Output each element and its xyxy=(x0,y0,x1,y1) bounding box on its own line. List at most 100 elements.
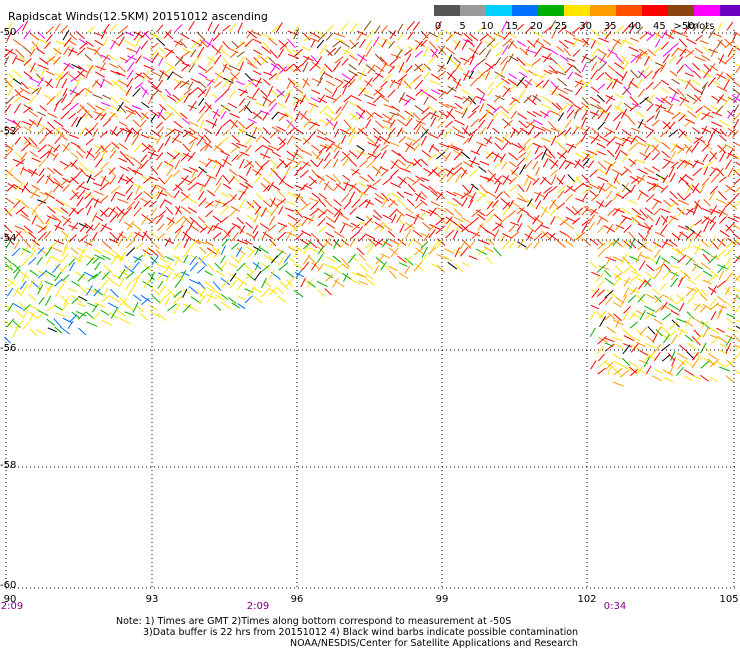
wind-barb xyxy=(212,232,222,240)
wind-barb xyxy=(660,79,670,86)
wind-barb xyxy=(60,295,69,305)
wind-barb xyxy=(694,160,705,165)
wind-barb xyxy=(148,304,158,311)
wind-barb xyxy=(532,31,543,38)
wind-barb xyxy=(676,352,688,360)
wind-barb xyxy=(285,277,295,287)
wind-barb xyxy=(108,167,116,175)
wind-barb xyxy=(589,135,601,142)
wind-barb xyxy=(21,95,30,101)
wind-barb xyxy=(236,247,246,256)
wind-barb xyxy=(718,54,725,64)
wind-barb xyxy=(214,145,225,152)
wind-barb xyxy=(38,38,48,45)
wind-barb xyxy=(532,214,540,225)
wind-barb xyxy=(15,57,25,63)
wind-barb xyxy=(635,51,643,63)
wind-barb xyxy=(332,158,339,168)
wind-barb xyxy=(439,151,447,159)
wind-barb xyxy=(333,94,342,104)
wind-barb xyxy=(533,216,543,224)
wind-barb xyxy=(694,200,703,210)
wind-barb xyxy=(732,293,739,304)
wind-barb xyxy=(643,70,654,80)
wind-barb xyxy=(132,87,141,97)
wind-barb xyxy=(12,302,24,310)
wind-barb xyxy=(557,112,565,122)
wind-barb xyxy=(516,222,523,232)
wind-barb xyxy=(142,56,154,63)
wind-barb xyxy=(3,149,13,159)
wind-barb xyxy=(693,329,701,337)
wind-barb xyxy=(471,105,480,113)
wind-barb xyxy=(548,69,558,75)
wind-barb xyxy=(262,96,272,103)
wind-barb xyxy=(462,184,471,194)
wind-barb xyxy=(213,247,220,258)
wind-barb xyxy=(189,262,199,272)
wind-barb xyxy=(46,215,57,221)
wind-barb xyxy=(86,285,93,296)
wind-barb xyxy=(548,65,559,74)
wind-barb xyxy=(309,208,320,217)
wind-barb xyxy=(293,48,303,57)
wind-barb xyxy=(164,112,173,122)
wind-barb xyxy=(487,88,494,97)
wind-barb xyxy=(557,87,568,95)
wind-barb xyxy=(151,294,161,304)
wind-barb xyxy=(709,208,721,214)
wind-barb xyxy=(638,189,649,198)
wind-barb xyxy=(660,87,669,94)
wind-barb xyxy=(365,262,374,271)
wind-barb xyxy=(62,87,68,97)
wind-barb xyxy=(159,199,166,209)
wind-barb xyxy=(605,77,616,84)
wind-barb xyxy=(502,87,511,98)
wind-barb xyxy=(669,190,678,200)
wind-barb xyxy=(622,24,631,34)
wind-barb xyxy=(14,136,22,145)
wind-barb xyxy=(62,29,70,41)
wind-barb xyxy=(45,173,51,185)
wind-barb xyxy=(661,326,670,335)
wind-barb xyxy=(372,144,381,154)
wind-barb xyxy=(677,231,684,240)
wind-barb xyxy=(69,33,78,41)
wind-barb xyxy=(101,271,110,280)
wind-barb xyxy=(469,33,479,42)
wind-barb xyxy=(270,197,276,208)
wind-barb xyxy=(284,207,295,212)
wind-barb xyxy=(733,31,740,37)
wind-barb xyxy=(638,50,648,58)
wind-barb xyxy=(31,184,40,191)
wind-barb xyxy=(135,242,144,250)
wind-barb xyxy=(47,206,56,214)
wind-barb xyxy=(508,241,516,249)
wind-barb xyxy=(660,215,668,223)
wind-barb xyxy=(379,62,388,73)
wind-barb xyxy=(359,38,366,49)
wind-barb xyxy=(476,70,486,79)
legend-swatch xyxy=(460,5,486,16)
wind-barb xyxy=(302,254,311,265)
wind-barb xyxy=(245,133,257,139)
wind-barb xyxy=(591,149,598,160)
wind-barb xyxy=(396,209,405,217)
wind-barb xyxy=(683,193,692,201)
wind-barb xyxy=(677,111,688,118)
wind-barb xyxy=(540,110,549,117)
wind-barb xyxy=(284,93,291,103)
wind-barb xyxy=(38,136,46,145)
wind-barb xyxy=(687,342,697,350)
wind-barb xyxy=(629,175,640,183)
wind-barb xyxy=(21,167,33,174)
wind-barb xyxy=(589,111,599,117)
wind-barb xyxy=(150,33,157,41)
wind-barb xyxy=(702,208,714,214)
wind-barb xyxy=(502,233,513,239)
wind-barb xyxy=(356,144,365,151)
wind-barb xyxy=(423,96,429,105)
wind-barb xyxy=(677,78,689,84)
wind-barb xyxy=(54,136,62,144)
wind-barb xyxy=(207,189,216,197)
